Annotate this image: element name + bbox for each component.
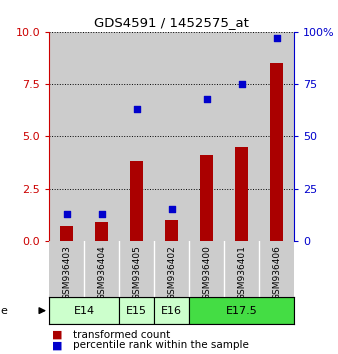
Point	[239, 81, 244, 87]
Text: GSM936403: GSM936403	[62, 245, 71, 300]
Text: ■: ■	[52, 330, 63, 339]
Bar	[236, 147, 248, 241]
Text: E16: E16	[161, 306, 182, 316]
Bar	[49, 297, 119, 324]
Text: E17.5: E17.5	[226, 306, 258, 316]
Text: age: age	[0, 306, 8, 316]
Text: transformed count: transformed count	[73, 330, 170, 339]
Text: percentile rank within the sample: percentile rank within the sample	[73, 340, 248, 350]
Bar	[49, 32, 84, 241]
Bar	[270, 63, 283, 241]
Point	[99, 211, 104, 216]
Bar	[165, 220, 178, 241]
Text: GSM936401: GSM936401	[237, 245, 246, 300]
Bar	[154, 297, 189, 324]
Bar	[61, 226, 73, 241]
Bar	[189, 32, 224, 241]
Bar	[224, 32, 259, 241]
Text: GSM936406: GSM936406	[272, 245, 281, 300]
Bar	[130, 161, 143, 241]
Bar	[95, 222, 107, 241]
Text: E15: E15	[126, 306, 147, 316]
Text: GSM936402: GSM936402	[167, 245, 176, 300]
Bar	[189, 297, 294, 324]
Point	[204, 96, 209, 102]
Title: GDS4591 / 1452575_at: GDS4591 / 1452575_at	[94, 16, 249, 29]
Text: GSM936400: GSM936400	[202, 245, 211, 300]
Text: E14: E14	[73, 306, 95, 316]
Text: ■: ■	[52, 340, 63, 350]
Bar	[84, 32, 119, 241]
Text: GSM936404: GSM936404	[97, 245, 106, 300]
Point	[169, 206, 174, 212]
Bar	[119, 32, 154, 241]
Text: GSM936405: GSM936405	[132, 245, 141, 300]
Bar	[154, 32, 189, 241]
Bar	[200, 155, 213, 241]
Point	[134, 106, 139, 112]
Bar	[119, 297, 154, 324]
Point	[64, 211, 69, 216]
Point	[274, 35, 279, 41]
Bar	[259, 32, 294, 241]
